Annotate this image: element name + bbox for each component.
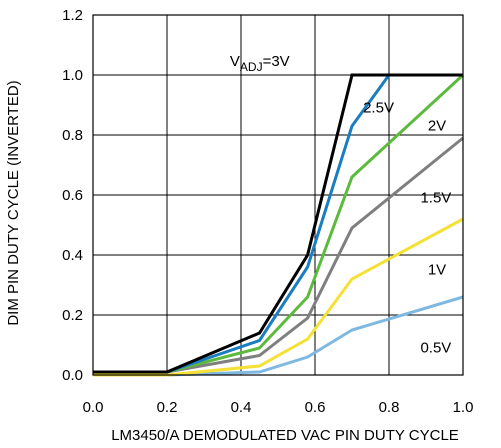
x-tick-label: 0.0 (83, 399, 104, 416)
series-line (93, 73, 463, 374)
series-layer (93, 73, 465, 377)
y-tick-label: 1.2 (62, 7, 83, 24)
series-label: 1V (428, 262, 446, 279)
series-label: 2.5V (363, 100, 394, 117)
series-line (93, 295, 464, 377)
x-tick-label: 0.4 (231, 399, 252, 416)
series-line (93, 217, 464, 377)
series-label-rest: =3V (263, 53, 290, 70)
series-label: 1.5V (420, 190, 451, 207)
x-tick-labels: 0.0 0.2 0.4 0.6 0.8 1.0 (83, 399, 474, 416)
y-tick-labels: 0.0 0.2 0.4 0.6 0.8 1.0 1.2 (62, 7, 83, 384)
series-label-main: V (230, 53, 240, 70)
y-tick-label: 0.0 (62, 367, 83, 384)
series-label-sub: ADJ (240, 60, 263, 74)
series-line (93, 73, 465, 374)
plot-frame (92, 14, 464, 376)
x-axis-label: LM3450/A DEMODULATED VAC PIN DUTY CYCLE (111, 427, 459, 444)
series-label: 2V (428, 118, 446, 135)
x-tick-label: 0.6 (305, 399, 326, 416)
y-tick-label: 0.8 (62, 127, 83, 144)
series-label: 0.5V (420, 340, 451, 357)
series-labels: VADJ=3V 2.5V 2V 1.5V 1V 0.5V (230, 53, 451, 357)
x-tick-label: 0.8 (379, 399, 400, 416)
y-axis-label: DIM PIN DUTY CYCLE (INVERTED) (5, 80, 22, 325)
y-tick-label: 1.0 (62, 67, 83, 84)
y-tick-label: 0.2 (62, 307, 83, 324)
y-tick-label: 0.4 (62, 247, 83, 264)
y-tick-label: 0.6 (62, 187, 83, 204)
series-label: VADJ=3V (230, 53, 290, 74)
x-tick-label: 0.2 (157, 399, 178, 416)
x-tick-label: 1.0 (453, 399, 474, 416)
